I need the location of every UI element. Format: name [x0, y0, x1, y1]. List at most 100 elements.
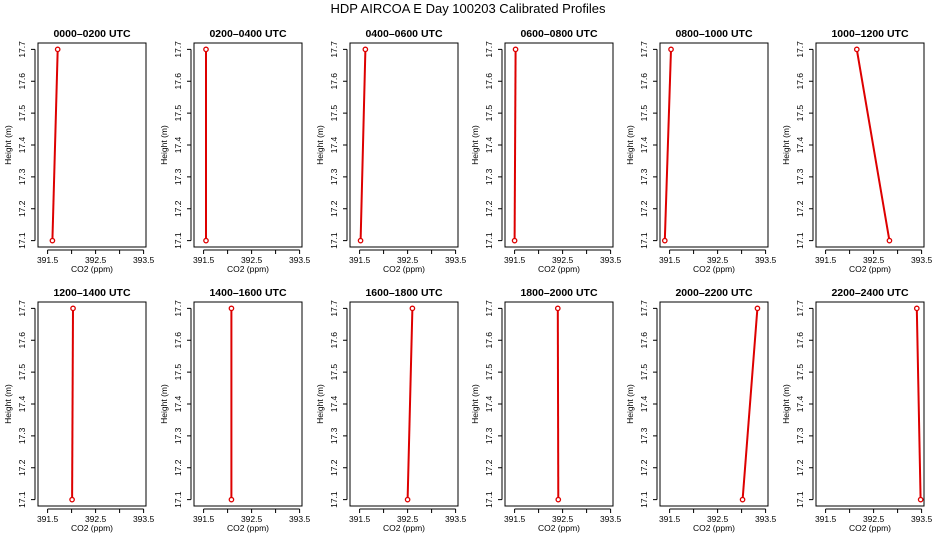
y-axis-label: Height (m)	[625, 125, 635, 165]
y-tick-label: 17.4	[329, 395, 339, 412]
data-point	[357, 237, 364, 244]
y-tick-label: 17.7	[639, 41, 649, 58]
y-tick-label: 17.7	[484, 300, 494, 317]
y-tick-label: 17.1	[639, 232, 649, 249]
x-tick-label: 391.5	[349, 514, 371, 524]
x-axis-label: CO2 (ppm)	[693, 523, 735, 533]
profile-line	[51, 49, 59, 241]
profile-line	[915, 308, 922, 500]
plot-frame	[504, 42, 614, 248]
panel-10: 1800–2000 UTC 391.5 392.5 393.5 CO2 (ppm) 17.…	[470, 287, 622, 533]
profile-line	[663, 49, 672, 241]
panel-title: 0200–0400 UTC	[209, 28, 286, 40]
plot-frame	[349, 301, 459, 507]
y-tick-label: 17.7	[795, 41, 805, 58]
plot-frame	[659, 301, 769, 507]
plot-frame	[37, 42, 147, 248]
y-tick-label: 17.1	[484, 491, 494, 508]
y-axis-label: Height (m)	[315, 125, 325, 165]
data-point	[886, 237, 893, 244]
y-tick-label: 17.2	[17, 200, 27, 217]
x-tick-label: 392.5	[552, 255, 574, 265]
x-tick-label: 391.5	[504, 514, 526, 524]
y-tick-label: 17.2	[17, 459, 27, 476]
x-tick-label: 392.5	[552, 514, 574, 524]
y-tick-label: 17.2	[639, 459, 649, 476]
x-tick-label: 393.5	[289, 255, 311, 265]
x-tick-label: 393.5	[911, 255, 933, 265]
x-axis-label: CO2 (ppm)	[383, 264, 425, 274]
y-tick-label: 17.7	[795, 300, 805, 317]
y-tick-label: 17.5	[329, 105, 339, 122]
y-tick-label: 17.2	[329, 459, 339, 476]
profile-line	[513, 49, 517, 241]
panel-7: 1200–1400 UTC 391.5 392.5 393.5 CO2 (ppm) 17.…	[3, 287, 155, 533]
y-tick-label: 17.6	[639, 73, 649, 90]
data-point	[555, 496, 562, 503]
data-point	[853, 46, 860, 53]
panel-title: 2000–2200 UTC	[675, 287, 752, 299]
x-tick-label: 392.5	[241, 514, 263, 524]
panel-title: 1800–2000 UTC	[520, 287, 597, 299]
y-tick-label: 17.5	[329, 364, 339, 381]
panel-title: 0800–1000 UTC	[675, 28, 752, 40]
y-tick-label: 17.2	[484, 200, 494, 217]
x-axis-label: CO2 (ppm)	[383, 523, 425, 533]
y-tick-label: 17.1	[484, 232, 494, 249]
plot-frame	[193, 301, 303, 507]
data-point	[70, 305, 76, 312]
y-tick-label: 17.5	[795, 105, 805, 122]
x-tick-label: 392.5	[707, 255, 729, 265]
y-tick-label: 17.6	[484, 332, 494, 349]
y-tick-label: 17.2	[795, 200, 805, 217]
y-tick-label: 17.3	[795, 427, 805, 444]
data-point	[69, 496, 75, 503]
y-tick-label: 17.3	[795, 168, 805, 185]
panel-8: 1400–1600 UTC 391.5 392.5 393.5 CO2 (ppm) 17.…	[159, 287, 311, 533]
y-tick-label: 17.5	[17, 364, 27, 381]
x-axis-label: CO2 (ppm)	[71, 264, 113, 274]
plot-frame	[659, 42, 769, 248]
data-point	[512, 46, 519, 53]
y-tick-label: 17.6	[484, 73, 494, 90]
y-tick-label: 17.1	[173, 232, 183, 249]
y-tick-label: 17.3	[639, 168, 649, 185]
panel-3: 0400–0600 UTC 391.5 392.5 393.5 CO2 (ppm) 17.…	[315, 28, 467, 274]
y-axis-label: Height (m)	[3, 125, 13, 165]
data-point	[554, 305, 561, 312]
data-point	[404, 496, 411, 503]
data-point	[668, 46, 674, 53]
panel-title: 1000–1200 UTC	[831, 28, 908, 40]
x-tick-label: 393.5	[755, 255, 777, 265]
y-tick-label: 17.1	[17, 232, 27, 249]
y-tick-label: 17.3	[17, 168, 27, 185]
x-axis-label: CO2 (ppm)	[849, 264, 891, 274]
x-tick-label: 391.5	[815, 514, 837, 524]
y-tick-label: 17.5	[484, 364, 494, 381]
profile-line	[855, 49, 891, 241]
page-title: HDP AIRCOA E Day 100203 Calibrated Profi…	[330, 1, 606, 16]
y-tick-label: 17.1	[639, 491, 649, 508]
plot-frame	[349, 42, 459, 248]
y-tick-label: 17.4	[795, 395, 805, 412]
y-tick-label: 17.4	[795, 136, 805, 153]
x-axis-label: CO2 (ppm)	[693, 264, 735, 274]
y-tick-label: 17.6	[329, 332, 339, 349]
data-point	[228, 305, 235, 312]
y-tick-label: 17.5	[17, 105, 27, 122]
y-tick-label: 17.4	[329, 136, 339, 153]
profile-line	[556, 308, 560, 500]
y-tick-label: 17.6	[329, 73, 339, 90]
x-tick-label: 392.5	[397, 255, 419, 265]
y-axis-label: Height (m)	[3, 384, 13, 424]
plot-frame	[504, 301, 614, 507]
y-tick-label: 17.5	[484, 105, 494, 122]
data-point	[661, 237, 668, 244]
y-tick-label: 17.7	[329, 300, 339, 317]
x-tick-label: 392.5	[241, 255, 263, 265]
data-point	[917, 496, 924, 503]
y-axis-label: Height (m)	[781, 125, 791, 165]
profile-line	[406, 308, 414, 500]
x-tick-label: 393.5	[133, 514, 155, 524]
y-tick-label: 17.7	[484, 41, 494, 58]
